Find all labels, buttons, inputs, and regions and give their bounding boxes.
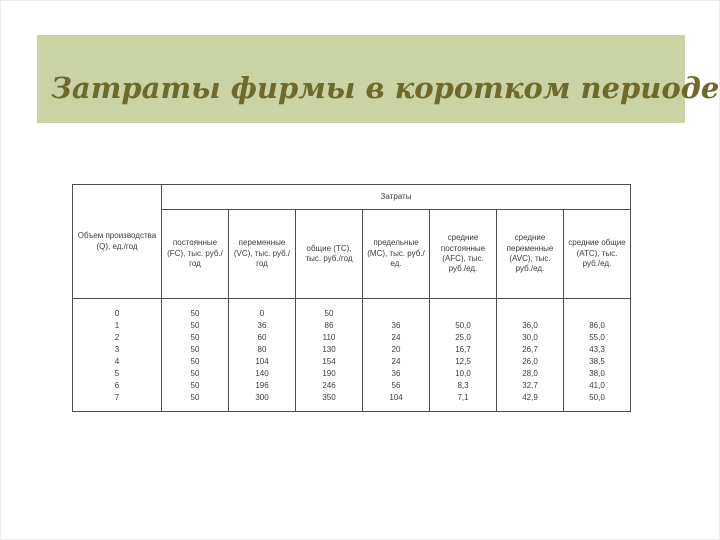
cell-fc: 50 (161, 392, 229, 412)
cell-fc: 50 (161, 380, 229, 392)
costs-table: Объем производства (Q), ед./год Затраты … (72, 184, 631, 412)
cell-fc: 50 (161, 298, 229, 320)
table-row: 3 50 80 130 20 16,7 26,7 43,3 (72, 344, 631, 356)
column-header-vc: переменные (VC), тыс. руб./год (228, 209, 296, 299)
table-row: 1 50 36 86 36 50,0 36,0 86,0 (72, 320, 631, 332)
cell-fc: 50 (161, 344, 229, 356)
cell-tc: 154 (295, 356, 363, 368)
cell-afc (429, 298, 497, 320)
cell-q: 0 (72, 298, 162, 320)
column-header-row: постоянные (FC), тыс. руб./год переменны… (73, 209, 631, 299)
cell-avc: 26,7 (496, 344, 564, 356)
cell-vc: 0 (228, 298, 296, 320)
cell-vc: 104 (228, 356, 296, 368)
table-row: 6 50 196 246 56 8,3 32,7 41,0 (72, 380, 631, 392)
cell-tc: 130 (295, 344, 363, 356)
cell-avc: 26,0 (496, 356, 564, 368)
cell-vc: 60 (228, 332, 296, 344)
cell-tc: 350 (295, 392, 363, 412)
column-header-afc: средние постоянные (AFC), тыс. руб./ед. (429, 209, 497, 299)
cell-afc: 10,0 (429, 368, 497, 380)
cell-mc: 104 (362, 392, 430, 412)
cell-atc (563, 298, 631, 320)
cell-tc: 50 (295, 298, 363, 320)
cell-vc: 80 (228, 344, 296, 356)
column-header-quantity: Объем производства (Q), ед./год (72, 184, 162, 299)
cell-avc: 32,7 (496, 380, 564, 392)
cell-q: 6 (72, 380, 162, 392)
cell-mc (362, 298, 430, 320)
group-header-row: Объем производства (Q), ед./год Затраты (72, 184, 631, 299)
cell-q: 3 (72, 344, 162, 356)
cell-fc: 50 (161, 320, 229, 332)
column-header-fc: постоянные (FC), тыс. руб./год (161, 209, 229, 299)
table-row: 4 50 104 154 24 12,5 26,0 38,5 (72, 356, 631, 368)
cell-atc: 43,3 (563, 344, 631, 356)
page-title: Затраты фирмы в коротком периоде (51, 71, 720, 105)
cell-avc (496, 298, 564, 320)
table-header: Объем производства (Q), ед./год Затраты … (72, 184, 631, 299)
cell-atc: 41,0 (563, 380, 631, 392)
table-row: 0 50 0 50 (72, 298, 631, 320)
cell-mc: 36 (362, 368, 430, 380)
table-row: 7 50 300 350 104 7,1 42,9 50,0 (72, 392, 631, 412)
cell-afc: 12,5 (429, 356, 497, 368)
cell-fc: 50 (161, 332, 229, 344)
cell-vc: 140 (228, 368, 296, 380)
cell-q: 7 (72, 392, 162, 412)
cell-avc: 28,0 (496, 368, 564, 380)
cell-tc: 86 (295, 320, 363, 332)
cell-atc: 86,0 (563, 320, 631, 332)
column-header-atc: средние общие (ATC), тыс. руб./ед. (563, 209, 631, 299)
column-header-mc: предельные (MC), тыс. руб./ед. (362, 209, 430, 299)
table-body: 0 50 0 50 1 50 36 86 36 50,0 36,0 86,0 2 (72, 298, 631, 412)
table-row: 5 50 140 190 36 10,0 28,0 38,0 (72, 368, 631, 380)
cell-mc: 56 (362, 380, 430, 392)
cell-atc: 55,0 (563, 332, 631, 344)
cell-q: 4 (72, 356, 162, 368)
cell-avc: 30,0 (496, 332, 564, 344)
cell-q: 1 (72, 320, 162, 332)
cell-afc: 8,3 (429, 380, 497, 392)
cell-avc: 36,0 (496, 320, 564, 332)
cell-afc: 50,0 (429, 320, 497, 332)
cell-afc: 25,0 (429, 332, 497, 344)
cell-q: 2 (72, 332, 162, 344)
cell-atc: 38,0 (563, 368, 631, 380)
cell-mc: 20 (362, 344, 430, 356)
title-band: Затраты фирмы в коротком периоде (37, 35, 719, 123)
cell-avc: 42,9 (496, 392, 564, 412)
column-header-tc: общие (TC), тыс. руб./год (295, 209, 363, 299)
cell-q: 5 (72, 368, 162, 380)
cell-tc: 190 (295, 368, 363, 380)
column-header-avc: средние переменные (AVC), тыс. руб./ед. (496, 209, 564, 299)
cell-atc: 38,5 (563, 356, 631, 368)
cell-mc: 36 (362, 320, 430, 332)
cell-afc: 16,7 (429, 344, 497, 356)
cell-vc: 196 (228, 380, 296, 392)
cell-tc: 110 (295, 332, 363, 344)
cell-fc: 50 (161, 368, 229, 380)
cell-atc: 50,0 (563, 392, 631, 412)
cell-tc: 246 (295, 380, 363, 392)
cell-mc: 24 (362, 356, 430, 368)
cell-mc: 24 (362, 332, 430, 344)
cell-vc: 300 (228, 392, 296, 412)
group-header-costs: Затраты (161, 184, 631, 210)
cell-vc: 36 (228, 320, 296, 332)
cell-afc: 7,1 (429, 392, 497, 412)
cell-fc: 50 (161, 356, 229, 368)
table-row: 2 50 60 110 24 25,0 30,0 55,0 (72, 332, 631, 344)
